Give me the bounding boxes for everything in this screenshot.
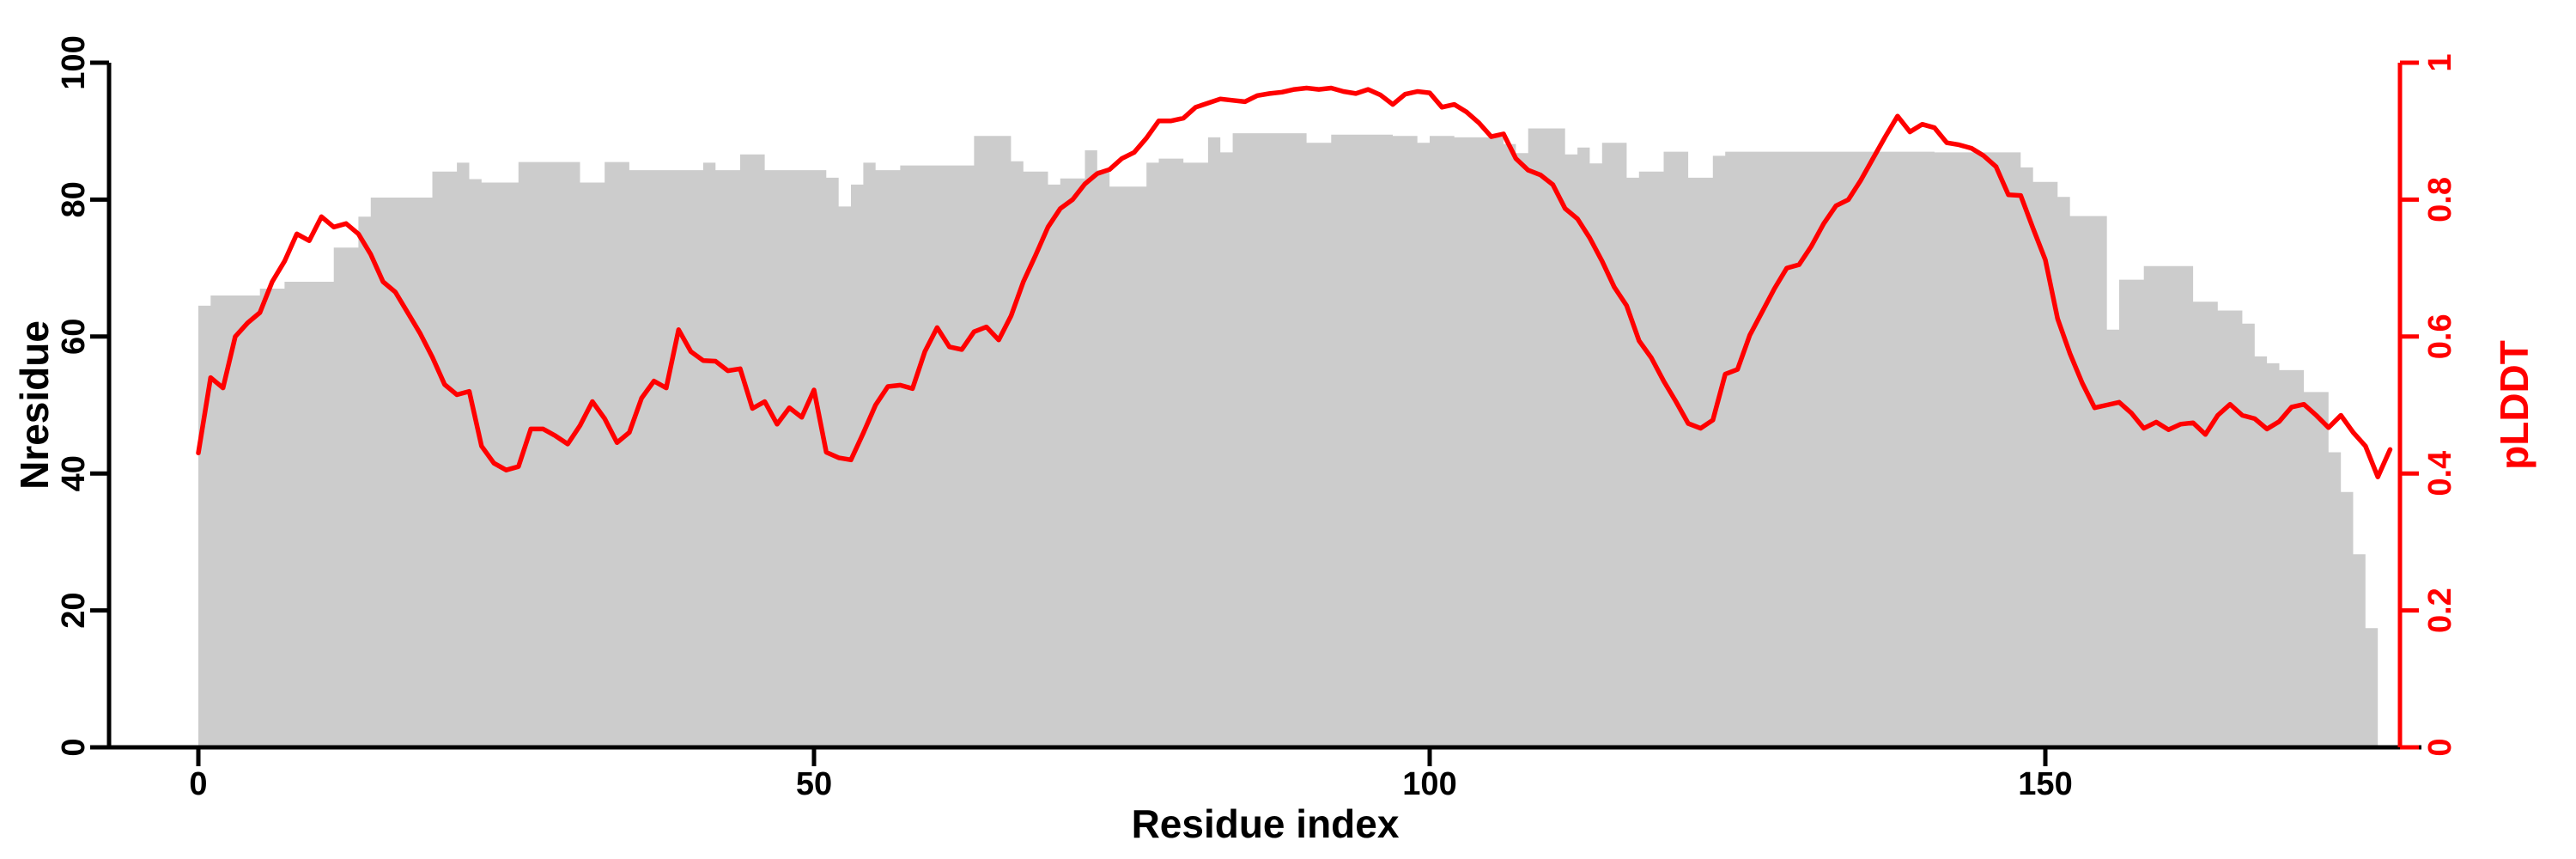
left-axis-tick-label: 40 [56,455,92,491]
plddt-line [196,85,2393,479]
right-axis-tick-label: 0 [2422,738,2458,756]
x-axis-title: Residue index [1132,801,1400,846]
x-axis-tick-label: 50 [796,766,832,802]
nresidue-area [198,128,2379,747]
right-axis-tick-label: 0.4 [2422,451,2458,497]
x-axis-tick-label: 0 [189,766,207,802]
right-axis-title: pLDDT [2492,340,2537,470]
left-axis-tick-label: 100 [56,35,92,89]
left-axis-tick-label: 80 [56,181,92,217]
left-axis-title: Nresidue [12,320,57,490]
left-axis-tick-label: 0 [56,738,92,756]
left-axis-tick-label: 20 [56,592,92,628]
right-axis-tick-label: 0.2 [2422,588,2458,633]
x-axis-tick-label: 100 [1402,766,1456,802]
x-axis-tick-label: 150 [2018,766,2072,802]
right-axis-tick-label: 0.8 [2422,177,2458,222]
left-axis-tick-label: 60 [56,319,92,355]
right-axis-tick-label: 1 [2422,53,2458,71]
right-axis-tick-label: 0.6 [2422,314,2458,359]
